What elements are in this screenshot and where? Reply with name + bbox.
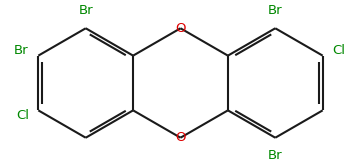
Text: Br: Br — [14, 44, 29, 57]
Text: Br: Br — [268, 149, 283, 162]
Text: Br: Br — [268, 4, 283, 17]
Text: Br: Br — [78, 4, 93, 17]
Text: Cl: Cl — [16, 109, 29, 122]
Text: Cl: Cl — [332, 44, 345, 57]
Text: O: O — [175, 131, 186, 144]
Text: O: O — [175, 22, 186, 35]
